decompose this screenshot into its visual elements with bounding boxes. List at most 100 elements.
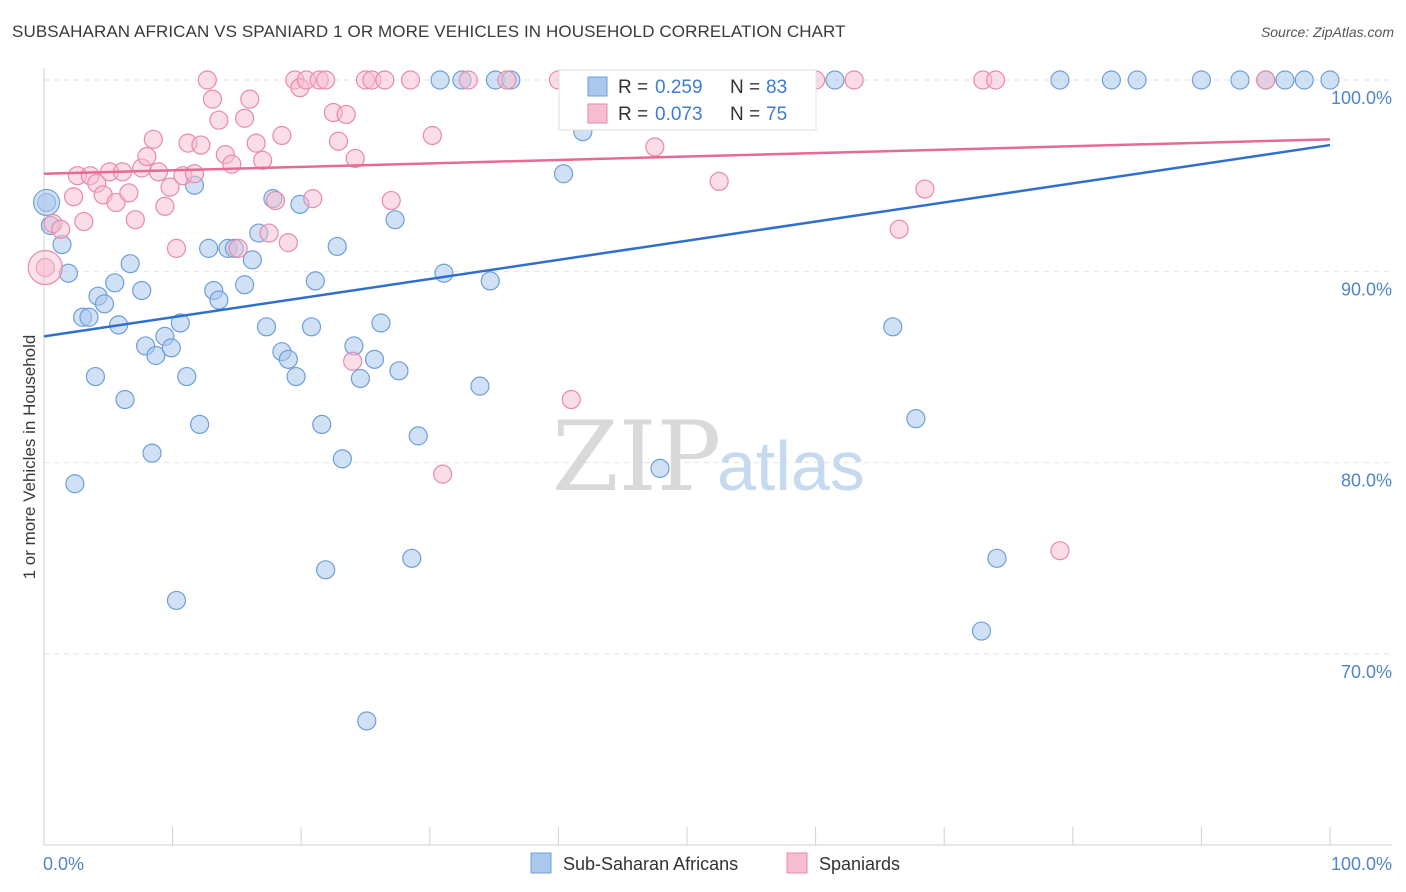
point-sub-saharan-africans <box>301 317 322 337</box>
point-spaniards <box>645 137 665 157</box>
point-sub-saharan-africans <box>434 263 454 283</box>
chart-title: SUBSAHARAN AFRICAN VS SPANIARD 1 OR MORE… <box>12 22 846 41</box>
point-spaniards <box>328 131 349 151</box>
point-sub-saharan-africans <box>177 366 197 387</box>
point-sub-saharan-africans <box>470 376 490 396</box>
point-spaniards <box>235 108 255 128</box>
point-sub-saharan-africans <box>1127 70 1147 90</box>
point-spaniards <box>202 89 223 109</box>
point-sub-saharan-africans <box>199 238 219 258</box>
point-spaniards <box>228 238 248 258</box>
axes <box>43 68 1392 846</box>
point-spaniards <box>265 190 286 211</box>
point-sub-saharan-africans-large <box>32 188 61 217</box>
chart-source: Source: ZipAtlas.com <box>1260 24 1394 40</box>
point-spaniards <box>303 189 323 209</box>
point-sub-saharan-africans <box>883 317 903 337</box>
point-spaniards <box>74 211 94 232</box>
point-sub-saharan-africans <box>256 317 277 337</box>
point-sub-saharan-africans <box>170 313 190 333</box>
point-spaniards <box>422 125 442 146</box>
point-sub-saharan-africans <box>357 711 377 731</box>
point-spaniards <box>246 133 266 153</box>
point-spaniards <box>844 70 864 90</box>
legend-n-value-1: 83 <box>766 77 787 98</box>
point-spaniards <box>316 70 336 90</box>
point-sub-saharan-africans <box>385 210 405 230</box>
point-sub-saharan-africans <box>115 389 135 410</box>
point-sub-saharan-africans <box>312 414 332 434</box>
trend-line-sub-saharan-africans <box>43 143 1331 338</box>
point-spaniards <box>253 150 273 170</box>
point-sub-saharan-africans <box>242 250 262 270</box>
y-tick-label: 70.0% <box>1341 662 1392 682</box>
legend-r-value-2: 0.073 <box>655 104 703 125</box>
point-spaniards <box>125 210 145 230</box>
point-spaniards <box>272 125 292 146</box>
point-spaniards <box>155 196 175 216</box>
series-legend-label-2: Spaniards <box>819 854 900 874</box>
legend-n-label-2: N = <box>730 104 760 125</box>
point-sub-saharan-africans <box>94 294 115 314</box>
point-sub-saharan-africans <box>105 273 125 293</box>
point-sub-saharan-africans <box>364 349 385 369</box>
point-sub-saharan-africans <box>161 338 181 358</box>
point-sub-saharan-africans <box>371 313 391 333</box>
point-sub-saharan-africans <box>65 474 85 494</box>
y-axis-label: 1 or more Vehicles in Household <box>20 335 39 580</box>
point-spaniards <box>191 135 211 155</box>
point-spaniards <box>35 257 55 278</box>
trend-line-spaniards <box>43 138 1331 176</box>
point-spaniards <box>143 129 163 149</box>
point-sub-saharan-africans <box>132 280 152 301</box>
point-sub-saharan-africans <box>235 275 255 295</box>
x-tick-label-min: 0.0% <box>43 854 84 874</box>
point-sub-saharan-africans <box>350 368 370 389</box>
point-sub-saharan-africans <box>278 349 298 369</box>
point-sub-saharan-africans <box>553 164 574 184</box>
point-sub-saharan-africans <box>142 443 162 463</box>
point-spaniards <box>497 70 517 90</box>
point-sub-saharan-africans <box>1294 70 1314 90</box>
point-sub-saharan-africans <box>305 271 325 291</box>
legend-swatch-pink <box>587 103 608 124</box>
point-spaniards <box>336 104 356 125</box>
series-legend-swatch-blue <box>530 852 552 874</box>
point-sub-saharan-africans <box>825 70 845 90</box>
point-spaniards <box>433 464 453 484</box>
point-spaniards <box>259 223 279 243</box>
point-spaniards <box>137 146 157 167</box>
point-sub-saharan-africans <box>209 290 229 310</box>
point-spaniards <box>375 70 395 90</box>
point-spaniards <box>166 238 187 258</box>
point-sub-saharan-africans <box>79 307 99 327</box>
stats-legend: R = 0.259 N = 83 R = 0.073 N = 75 <box>558 69 817 131</box>
point-sub-saharan-africans <box>1191 70 1212 90</box>
legend-n-label-1: N = <box>730 77 760 98</box>
point-sub-saharan-africans <box>332 449 352 469</box>
point-sub-saharan-africans <box>120 254 140 274</box>
watermark-atlas: atlas <box>717 427 865 505</box>
point-sub-saharan-africans <box>327 236 347 257</box>
point-sub-saharan-africans <box>1101 70 1121 90</box>
point-sub-saharan-africans <box>316 560 336 580</box>
point-spaniards <box>458 70 478 90</box>
x-tick-label-max: 100.0% <box>1331 854 1392 874</box>
point-sub-saharan-africans <box>402 548 422 568</box>
legend-r-value-1: 0.259 <box>655 77 703 98</box>
point-sub-saharan-africans <box>85 366 106 387</box>
point-spaniards <box>915 179 935 199</box>
point-spaniards <box>278 233 298 253</box>
point-sub-saharan-africans <box>987 548 1007 568</box>
point-spaniards <box>889 219 909 239</box>
legend-swatch-blue <box>587 76 608 97</box>
point-sub-saharan-africans <box>650 458 670 479</box>
grid <box>44 79 1392 655</box>
point-sub-saharan-africans <box>1275 70 1295 90</box>
point-spaniards <box>160 177 180 197</box>
watermark-zip: ZIP <box>552 401 721 513</box>
series-legend-swatch-pink <box>786 852 808 874</box>
point-spaniards <box>400 70 421 90</box>
point-sub-saharan-africans <box>1050 70 1070 90</box>
y-tick-label: 90.0% <box>1341 279 1392 299</box>
